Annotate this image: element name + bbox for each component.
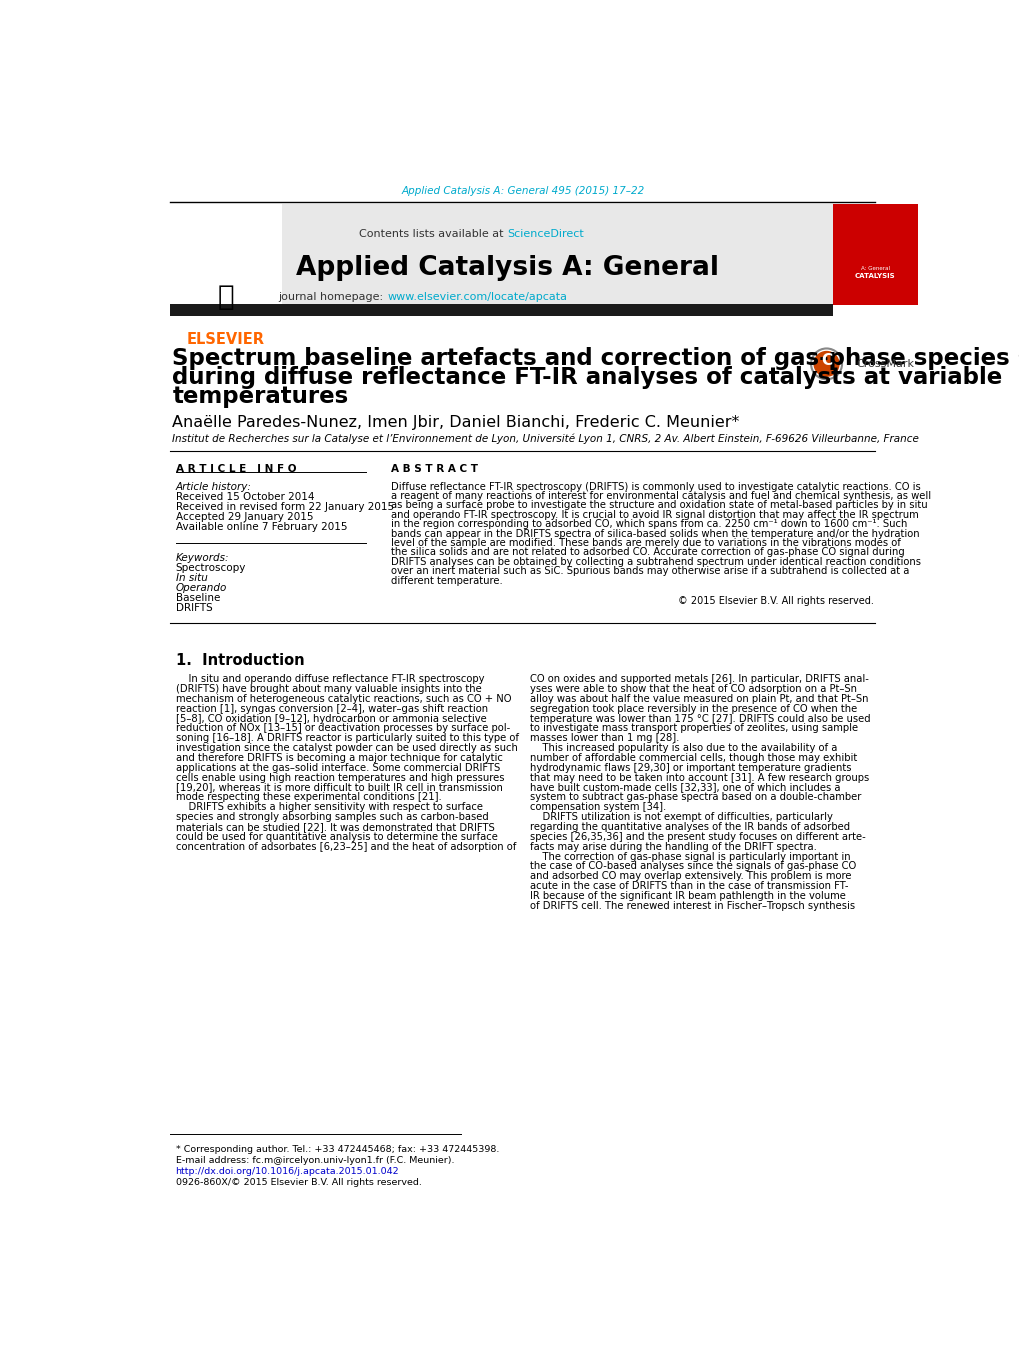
Text: 🌿: 🌿 [217,282,234,311]
Text: Applied Catalysis A: General 495 (2015) 17–22: Applied Catalysis A: General 495 (2015) … [400,186,644,196]
Text: C: C [820,353,832,369]
Text: DRIFTS: DRIFTS [175,604,212,613]
Text: alloy was about half the value measured on plain Pt, and that Pt–Sn: alloy was about half the value measured … [530,694,868,704]
Text: Contents lists available at: Contents lists available at [359,228,506,239]
Text: Available online 7 February 2015: Available online 7 February 2015 [175,521,346,532]
Text: different temperature.: different temperature. [390,576,502,585]
Text: species [26,35,36] and the present study focuses on different arte-: species [26,35,36] and the present study… [530,832,865,842]
Text: level of the sample are modified. These bands are merely due to variations in th: level of the sample are modified. These … [390,538,900,549]
Text: (DRIFTS) have brought about many valuable insights into the: (DRIFTS) have brought about many valuabl… [175,684,481,694]
Text: the silica solids and are not related to adsorbed CO. Accurate correction of gas: the silica solids and are not related to… [390,547,904,558]
Text: over an inert material such as SiC. Spurious bands may otherwise arise if a subt: over an inert material such as SiC. Spur… [390,566,909,577]
Text: the case of CO-based analyses since the signals of gas-phase CO: the case of CO-based analyses since the … [530,862,856,871]
Text: facts may arise during the handling of the DRIFT spectra.: facts may arise during the handling of t… [530,842,816,851]
Bar [170,204,282,304]
Text: This increased popularity is also due to the availability of a: This increased popularity is also due to… [530,743,837,753]
Text: compensation system [34].: compensation system [34]. [530,802,666,812]
Text: Spectrum baseline artefacts and correction of gas-phase species signal: Spectrum baseline artefacts and correcti… [172,347,1019,370]
Text: CATALYSIS: CATALYSIS [854,273,895,280]
Text: reduction of NOx [13–15] or deactivation processes by surface pol-: reduction of NOx [13–15] or deactivation… [175,723,510,734]
Bar [170,204,832,304]
Circle shape [813,351,839,376]
Bar [832,204,917,304]
Text: have built custom-made cells [32,33], one of which includes a: have built custom-made cells [32,33], on… [530,782,841,793]
Text: ScienceDirect: ScienceDirect [506,228,584,239]
Text: regarding the quantitative analyses of the IR bands of adsorbed: regarding the quantitative analyses of t… [530,821,850,832]
Text: In situ and operando diffuse reflectance FT-IR spectroscopy: In situ and operando diffuse reflectance… [175,674,484,684]
Text: DRIFTS analyses can be obtained by collecting a subtrahend spectrum under identi: DRIFTS analyses can be obtained by colle… [390,557,920,567]
Text: segregation took place reversibly in the presence of CO when the: segregation took place reversibly in the… [530,704,857,713]
Text: CrossMark: CrossMark [855,359,913,369]
Text: Received 15 October 2014: Received 15 October 2014 [175,492,314,501]
Text: IR because of the significant IR beam pathlength in the volume: IR because of the significant IR beam pa… [530,892,846,901]
Text: mode respecting these experimental conditions [21].: mode respecting these experimental condi… [175,793,441,802]
Text: A B S T R A C T: A B S T R A C T [390,463,478,474]
Text: temperatures: temperatures [172,385,348,408]
Text: and operando FT-IR spectroscopy. It is crucial to avoid IR signal distortion tha: and operando FT-IR spectroscopy. It is c… [390,509,918,520]
Text: Anaëlle Paredes-Nunez, Imen Jbir, Daniel Bianchi, Frederic C. Meunier*: Anaëlle Paredes-Nunez, Imen Jbir, Daniel… [172,415,739,430]
Text: Applied Catalysis A: General: Applied Catalysis A: General [296,255,718,281]
Text: as being a surface probe to investigate the structure and oxidation state of met: as being a surface probe to investigate … [390,500,926,511]
Text: to investigate mass transport properties of zeolites, using sample: to investigate mass transport properties… [530,723,858,734]
Text: Article history:: Article history: [175,482,251,492]
Text: materials can be studied [22]. It was demonstrated that DRIFTS: materials can be studied [22]. It was de… [175,821,494,832]
Text: cells enable using high reaction temperatures and high pressures: cells enable using high reaction tempera… [175,773,503,782]
Text: The correction of gas-phase signal is particularly important in: The correction of gas-phase signal is pa… [530,851,850,862]
Text: DRIFTS exhibits a higher sensitivity with respect to surface: DRIFTS exhibits a higher sensitivity wit… [175,802,482,812]
Text: A R T I C L E   I N F O: A R T I C L E I N F O [175,463,296,474]
Text: acute in the case of DRIFTS than in the case of transmission FT-: acute in the case of DRIFTS than in the … [530,881,848,892]
Text: could be used for quantitative analysis to determine the surface: could be used for quantitative analysis … [175,832,497,842]
Text: 1.  Introduction: 1. Introduction [175,654,304,669]
Text: Operando: Operando [175,584,226,593]
Text: In situ: In situ [175,573,207,584]
Text: journal homepage:: journal homepage: [278,292,387,301]
Text: masses lower than 1 mg [28].: masses lower than 1 mg [28]. [530,734,680,743]
Text: bands can appear in the DRIFTS spectra of silica-based solids when the temperatu: bands can appear in the DRIFTS spectra o… [390,528,919,539]
Text: species and strongly absorbing samples such as carbon-based: species and strongly absorbing samples s… [175,812,488,823]
Text: yses were able to show that the heat of CO adsorption on a Pt–Sn: yses were able to show that the heat of … [530,684,857,694]
Text: during diffuse reflectance FT-IR analyses of catalysts at variable: during diffuse reflectance FT-IR analyse… [172,366,1002,389]
Text: hydrodynamic flaws [29,30] or important temperature gradients: hydrodynamic flaws [29,30] or important … [530,763,851,773]
Text: Diffuse reflectance FT-IR spectroscopy (DRIFTS) is commonly used to investigate : Diffuse reflectance FT-IR spectroscopy (… [390,482,920,492]
Text: ELSEVIER: ELSEVIER [186,332,265,347]
Text: and therefore DRIFTS is becoming a major technique for catalytic: and therefore DRIFTS is becoming a major… [175,753,502,763]
Text: [19,20], whereas it is more difficult to built IR cell in transmission: [19,20], whereas it is more difficult to… [175,782,502,793]
Text: investigation since the catalyst powder can be used directly as such: investigation since the catalyst powder … [175,743,517,753]
Text: Accepted 29 January 2015: Accepted 29 January 2015 [175,512,313,521]
Text: www.elsevier.com/locate/apcata: www.elsevier.com/locate/apcata [387,292,567,301]
Text: mechanism of heterogeneous catalytic reactions, such as CO + NO: mechanism of heterogeneous catalytic rea… [175,694,511,704]
Text: 0926-860X/© 2015 Elsevier B.V. All rights reserved.: 0926-860X/© 2015 Elsevier B.V. All right… [175,1178,421,1186]
Text: http://dx.doi.org/10.1016/j.apcata.2015.01.042: http://dx.doi.org/10.1016/j.apcata.2015.… [175,1167,398,1175]
Text: and adsorbed CO may overlap extensively. This problem is more: and adsorbed CO may overlap extensively.… [530,871,851,881]
Text: CO on oxides and supported metals [26]. In particular, DRIFTS anal-: CO on oxides and supported metals [26]. … [530,674,868,684]
Text: E-mail address: fc.m@ircelyon.univ-lyon1.fr (F.C. Meunier).: E-mail address: fc.m@ircelyon.univ-lyon1… [175,1156,453,1165]
Text: soning [16–18]. A DRIFTS reactor is particularly suited to this type of: soning [16–18]. A DRIFTS reactor is part… [175,734,518,743]
Text: applications at the gas–solid interface. Some commercial DRIFTS: applications at the gas–solid interface.… [175,763,499,773]
Text: * Corresponding author. Tel.: +33 472445468; fax: +33 472445398.: * Corresponding author. Tel.: +33 472445… [175,1146,498,1154]
Text: Baseline: Baseline [175,593,220,604]
Text: Received in revised form 22 January 2015: Received in revised form 22 January 2015 [175,501,393,512]
Text: concentration of adsorbates [6,23–25] and the heat of adsorption of: concentration of adsorbates [6,23–25] an… [175,842,516,851]
Text: of DRIFTS cell. The renewed interest in Fischer–Tropsch synthesis: of DRIFTS cell. The renewed interest in … [530,901,855,911]
Text: that may need to be taken into account [31]. A few research groups: that may need to be taken into account [… [530,773,869,782]
Text: Spectroscopy: Spectroscopy [175,563,246,573]
Text: [5–8], CO oxidation [9–12], hydrocarbon or ammonia selective: [5–8], CO oxidation [9–12], hydrocarbon … [175,713,486,724]
Text: A: General: A: General [860,266,889,272]
Text: system to subtract gas-phase spectra based on a double-chamber: system to subtract gas-phase spectra bas… [530,793,861,802]
Text: reaction [1], syngas conversion [2–4], water–gas shift reaction: reaction [1], syngas conversion [2–4], w… [175,704,487,713]
Text: number of affordable commercial cells, though those may exhibit: number of affordable commercial cells, t… [530,753,857,763]
Bar [170,304,832,316]
Text: Institut de Recherches sur la Catalyse et l’Environnement de Lyon, Université Ly: Institut de Recherches sur la Catalyse e… [172,434,918,444]
Text: in the region corresponding to adsorbed CO, which spans from ca. 2250 cm⁻¹ down : in the region corresponding to adsorbed … [390,519,907,530]
Text: DRIFTS utilization is not exempt of difficulties, particularly: DRIFTS utilization is not exempt of diff… [530,812,833,823]
Text: © 2015 Elsevier B.V. All rights reserved.: © 2015 Elsevier B.V. All rights reserved… [678,596,873,605]
Text: a reagent of many reactions of interest for environmental catalysis and fuel and: a reagent of many reactions of interest … [390,490,930,501]
Text: temperature was lower than 175 °C [27]. DRIFTS could also be used: temperature was lower than 175 °C [27]. … [530,713,870,724]
Text: Keywords:: Keywords: [175,554,229,563]
